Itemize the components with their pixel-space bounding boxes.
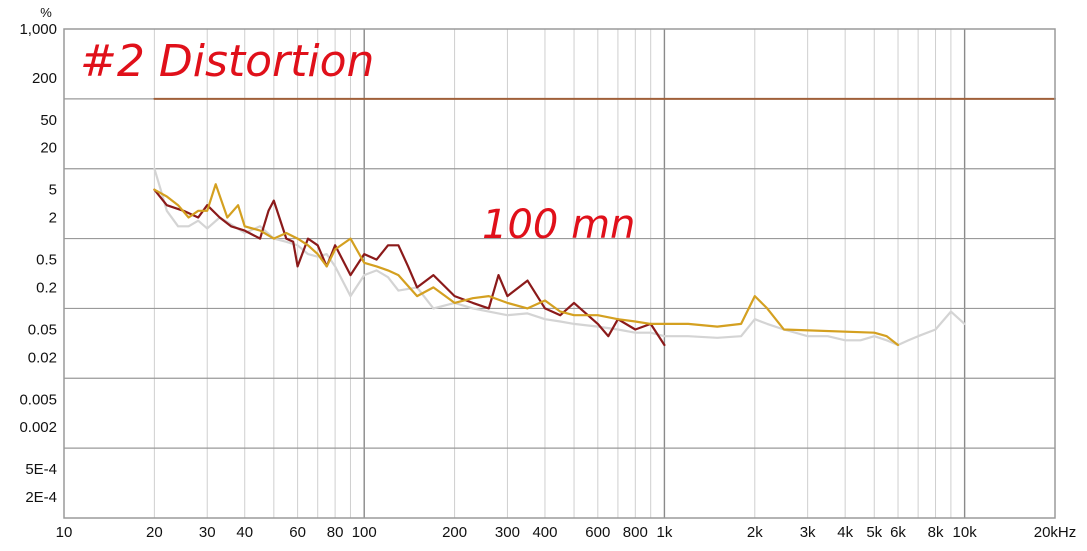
x-tick-label: 600 <box>585 524 610 541</box>
x-tick-label: 800 <box>623 524 648 541</box>
x-tick-label: 30 <box>199 524 216 541</box>
handwritten-annotations: #2 Distortion 100 mn <box>80 36 635 248</box>
y-tick-label: 0.05 <box>28 321 57 338</box>
x-tick-label: 100 <box>352 524 377 541</box>
x-tick-label: 1k <box>656 524 672 541</box>
x-tick-label: 8k <box>928 524 944 541</box>
x-tick-label: 200 <box>442 524 467 541</box>
handwritten-annotation: 100 mn <box>482 202 635 248</box>
y-tick-label: 50 <box>40 112 57 129</box>
y-tick-label: 2 <box>49 210 57 227</box>
x-tick-label: 10 <box>56 524 73 541</box>
series-layer <box>153 97 1056 347</box>
y-tick-label: 0.5 <box>36 252 57 269</box>
x-tick-label: 2k <box>747 524 763 541</box>
y-tick-label: 200 <box>32 70 57 87</box>
x-tick-label: 300 <box>495 524 520 541</box>
grid <box>64 29 1055 518</box>
series-line-3 <box>153 183 900 347</box>
y-tick-label: 0.02 <box>28 349 57 366</box>
x-tick-label: 5k <box>866 524 882 541</box>
plot-frame <box>63 28 1056 519</box>
x-tick-label: 6k <box>890 524 906 541</box>
y-tick-label: 20 <box>40 140 57 157</box>
x-tick-label: 3k <box>800 524 816 541</box>
x-tick-label: 40 <box>236 524 253 541</box>
y-tick-label: 5E-4 <box>25 461 57 478</box>
x-tick-label: 4k <box>837 524 853 541</box>
x-tick-label: 400 <box>532 524 557 541</box>
y-tick-label: 1,000 <box>19 21 57 38</box>
x-axis: 10 20 30 40 60 80 100 200 300 400 600 800 1k 2k 3k 4k 5k… <box>56 524 1077 541</box>
y-tick-label: 0.2 <box>36 279 57 296</box>
y-tick-label: 5 <box>49 182 57 199</box>
y-unit-label: % <box>40 5 52 20</box>
x-tick-label: 80 <box>327 524 344 541</box>
handwritten-annotation: #2 Distortion <box>80 36 374 87</box>
series-line-2 <box>153 188 666 347</box>
y-tick-label: 0.005 <box>19 391 57 408</box>
y-tick-label: 0.002 <box>19 419 57 436</box>
x-tick-label: 20kHz <box>1034 524 1077 541</box>
x-tick-label: 20 <box>146 524 163 541</box>
x-tick-label: 10k <box>953 524 978 541</box>
y-tick-label: 2E-4 <box>25 489 57 506</box>
x-tick-label: 60 <box>289 524 306 541</box>
y-axis: 1,000 200 50 20 5 2 0.5 0.2 0.05 0.02 0.005 0.002 5E… <box>19 21 57 506</box>
